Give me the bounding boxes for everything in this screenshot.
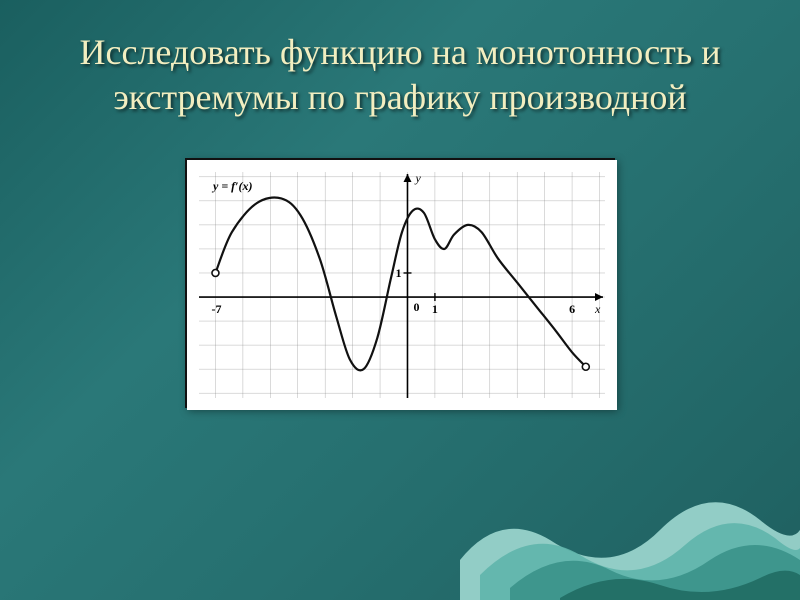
svg-text:-7: -7	[211, 302, 221, 316]
corner-decor	[460, 410, 800, 600]
derivative-chart: 011-76xyy = f′(x)	[185, 158, 615, 408]
chart-container: 011-76xyy = f′(x)	[0, 158, 800, 408]
svg-text:y = f′(x): y = f′(x)	[211, 179, 253, 193]
svg-text:1: 1	[432, 302, 438, 316]
svg-text:y: y	[414, 171, 421, 185]
slide-number: 18	[752, 560, 774, 586]
svg-text:0: 0	[413, 300, 419, 314]
svg-text:6: 6	[569, 302, 575, 316]
slide-title: Исследовать функцию на монотонность и эк…	[0, 0, 800, 130]
chart-svg: 011-76xyy = f′(x)	[187, 160, 617, 410]
svg-text:x: x	[594, 302, 601, 316]
slide: Исследовать функцию на монотонность и эк…	[0, 0, 800, 600]
svg-text:1: 1	[395, 266, 401, 280]
